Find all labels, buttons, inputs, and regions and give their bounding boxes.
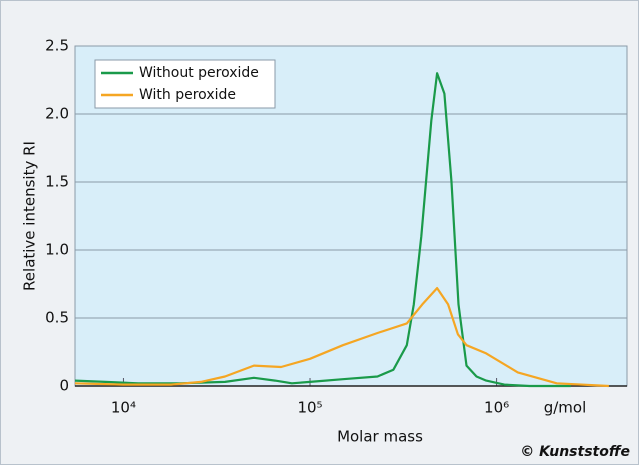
x-unit: g/mol [544,399,587,417]
legend-label: With peroxide [139,87,236,103]
y-tick-label: 2.5 [45,37,69,55]
x-tick-label: 10⁴ [111,399,136,417]
data-line [74,287,609,388]
data-line [74,72,571,388]
y-tick-label: 0.5 [45,309,69,327]
y-tick-label: 1.5 [45,173,69,191]
y-tick-label: 1.0 [45,241,69,259]
y-axis-label: Relative intensity RI [21,141,39,291]
legend-label: Without peroxide [139,65,259,81]
x-tick-label: 10⁶ [484,399,509,417]
x-tick-label: 10⁵ [297,399,322,417]
y-tick-label: 0 [59,377,69,395]
credit: © Kunststoffe [520,444,630,460]
x-axis-label: Molar mass [337,428,423,446]
legend-box [94,59,276,109]
y-tick-label: 2.0 [45,105,69,123]
